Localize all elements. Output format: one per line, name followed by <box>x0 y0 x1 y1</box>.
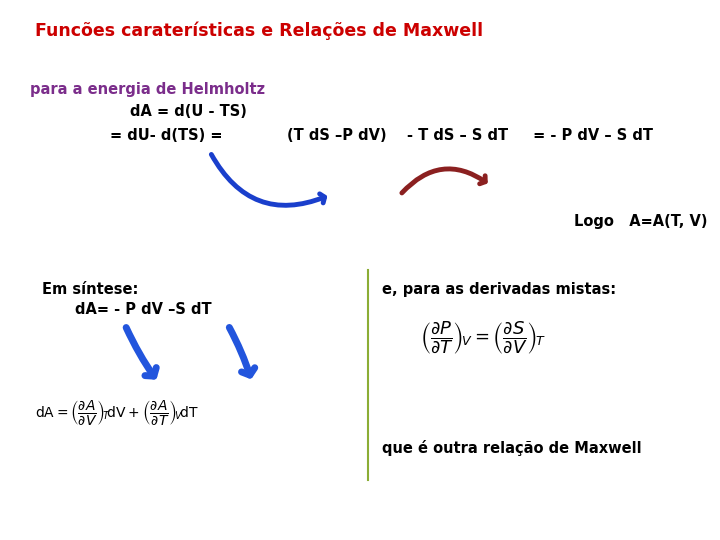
Text: e, para as derivadas mistas:: e, para as derivadas mistas: <box>382 282 616 297</box>
Text: Logo   A=A(T, V): Logo A=A(T, V) <box>574 214 708 229</box>
Text: $\mathrm{dA} = \left(\dfrac{\partial A}{\partial V}\right)_{\!T}\!\mathrm{dV} + : $\mathrm{dA} = \left(\dfrac{\partial A}{… <box>35 398 199 427</box>
FancyBboxPatch shape <box>22 268 698 480</box>
Text: Em síntese:: Em síntese: <box>42 282 138 297</box>
Text: $\left(\dfrac{\partial P}{\partial T}\right)_{\!V} = \left(\dfrac{\partial S}{\p: $\left(\dfrac{\partial P}{\partial T}\ri… <box>420 320 546 357</box>
Text: = - P dV – S dT: = - P dV – S dT <box>528 128 653 143</box>
Text: (T dS –P dV): (T dS –P dV) <box>287 128 387 143</box>
Text: que é outra relação de Maxwell: que é outra relação de Maxwell <box>382 440 642 456</box>
Text: para a energia de Helmholtz: para a energia de Helmholtz <box>30 82 265 97</box>
Text: Funcões caraterísticas e Relações de Maxwell: Funcões caraterísticas e Relações de Max… <box>35 22 483 40</box>
Text: = dU- d(TS) =: = dU- d(TS) = <box>110 128 228 143</box>
FancyBboxPatch shape <box>22 68 698 258</box>
Text: dA= - P dV –S dT: dA= - P dV –S dT <box>75 302 212 317</box>
Text: dA = d(U - TS): dA = d(U - TS) <box>130 104 247 119</box>
Text: - T dS – S dT: - T dS – S dT <box>407 128 508 143</box>
